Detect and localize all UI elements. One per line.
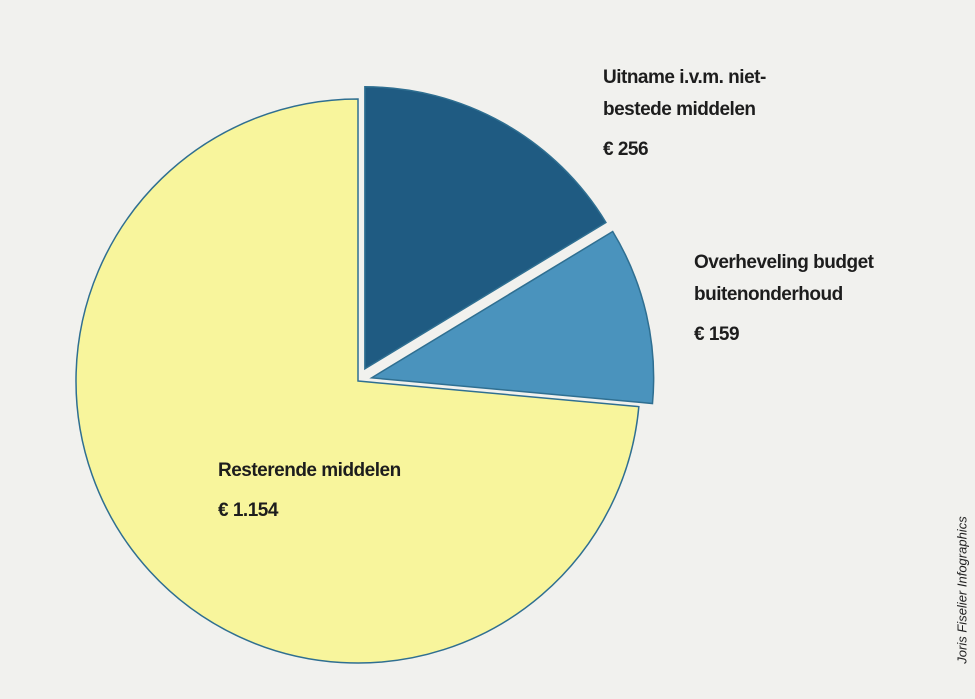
pie-slice bbox=[364, 86, 607, 371]
slice-label: Resterende middelen € 1.154 bbox=[218, 455, 401, 527]
value-label: € 256 bbox=[603, 139, 649, 160]
slice-label: Uitname i.v.m. niet- bestede middelen € 2… bbox=[603, 62, 766, 166]
value-label: € 1.154 bbox=[218, 500, 278, 521]
category-label: Uitname i.v.m. niet- bestede middelen bbox=[603, 67, 766, 120]
credit: Joris Fiselier Infographics bbox=[954, 516, 970, 664]
slice-label: Overheveling budget buitenonderhoud € 159 bbox=[694, 247, 874, 351]
value-label: € 159 bbox=[694, 324, 740, 345]
category-label: Overheveling budget buitenonderhoud bbox=[694, 252, 874, 305]
category-label: Resterende middelen bbox=[218, 460, 401, 481]
pie-slice bbox=[369, 230, 655, 405]
pie-slice bbox=[75, 98, 640, 664]
